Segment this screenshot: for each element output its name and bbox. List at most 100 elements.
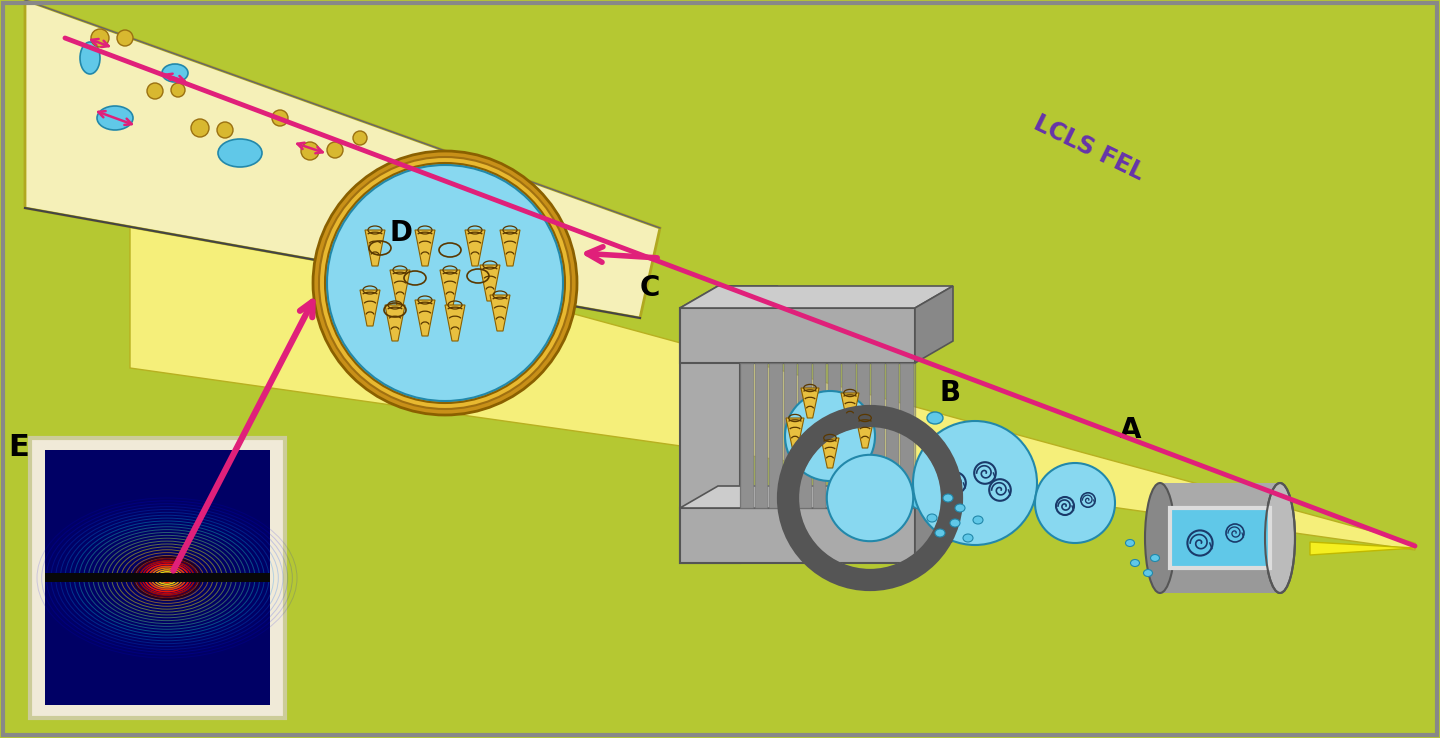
Bar bbox=[842, 363, 854, 508]
Ellipse shape bbox=[327, 165, 563, 401]
Polygon shape bbox=[465, 230, 485, 266]
Ellipse shape bbox=[935, 529, 945, 537]
Polygon shape bbox=[415, 230, 435, 266]
Ellipse shape bbox=[312, 151, 577, 415]
Bar bbox=[769, 363, 782, 508]
Ellipse shape bbox=[327, 142, 343, 158]
Polygon shape bbox=[24, 0, 660, 318]
Ellipse shape bbox=[217, 122, 233, 138]
Bar bbox=[740, 363, 753, 508]
Polygon shape bbox=[360, 290, 380, 326]
Ellipse shape bbox=[955, 504, 965, 512]
Polygon shape bbox=[801, 388, 819, 418]
Ellipse shape bbox=[952, 432, 968, 444]
Polygon shape bbox=[821, 438, 840, 468]
Bar bbox=[886, 363, 899, 508]
Ellipse shape bbox=[161, 64, 189, 82]
Text: D: D bbox=[390, 219, 413, 247]
Bar bbox=[1161, 483, 1280, 538]
Bar bbox=[45, 450, 271, 705]
Ellipse shape bbox=[1145, 483, 1175, 593]
Ellipse shape bbox=[91, 29, 109, 47]
Polygon shape bbox=[680, 508, 914, 563]
Ellipse shape bbox=[171, 83, 184, 97]
Ellipse shape bbox=[827, 455, 913, 541]
Polygon shape bbox=[680, 308, 914, 363]
Polygon shape bbox=[441, 270, 459, 306]
Bar bbox=[1169, 508, 1270, 568]
Polygon shape bbox=[30, 438, 285, 718]
Bar bbox=[45, 573, 271, 582]
Ellipse shape bbox=[922, 447, 937, 459]
Polygon shape bbox=[384, 305, 405, 341]
Bar bbox=[798, 363, 811, 508]
Ellipse shape bbox=[960, 453, 971, 463]
Bar bbox=[755, 363, 768, 508]
Ellipse shape bbox=[217, 139, 262, 167]
Ellipse shape bbox=[320, 157, 572, 409]
Ellipse shape bbox=[920, 478, 930, 488]
Polygon shape bbox=[490, 295, 510, 331]
Ellipse shape bbox=[963, 534, 973, 542]
Polygon shape bbox=[130, 193, 1416, 550]
Ellipse shape bbox=[96, 106, 132, 130]
Polygon shape bbox=[500, 230, 520, 266]
Ellipse shape bbox=[325, 163, 564, 403]
Polygon shape bbox=[914, 486, 953, 563]
Text: LCLS FEL: LCLS FEL bbox=[1030, 111, 1148, 185]
Ellipse shape bbox=[897, 487, 913, 499]
Ellipse shape bbox=[927, 412, 943, 424]
Bar bbox=[871, 363, 884, 508]
Ellipse shape bbox=[973, 516, 984, 524]
Ellipse shape bbox=[913, 421, 1037, 545]
Text: E: E bbox=[9, 433, 29, 463]
Polygon shape bbox=[914, 286, 953, 363]
Ellipse shape bbox=[1126, 539, 1135, 547]
Ellipse shape bbox=[945, 443, 955, 453]
Ellipse shape bbox=[164, 576, 170, 581]
Bar bbox=[900, 363, 913, 508]
Polygon shape bbox=[364, 230, 384, 266]
Polygon shape bbox=[415, 300, 435, 336]
Ellipse shape bbox=[1130, 559, 1139, 567]
Ellipse shape bbox=[192, 119, 209, 137]
Polygon shape bbox=[480, 265, 500, 301]
Bar bbox=[857, 363, 870, 508]
Polygon shape bbox=[1310, 542, 1416, 555]
Text: C: C bbox=[639, 274, 661, 302]
Ellipse shape bbox=[1264, 483, 1295, 593]
Ellipse shape bbox=[301, 142, 320, 160]
Ellipse shape bbox=[160, 573, 174, 583]
Ellipse shape bbox=[1143, 570, 1152, 576]
Polygon shape bbox=[786, 418, 804, 448]
Ellipse shape bbox=[81, 42, 99, 74]
Polygon shape bbox=[841, 393, 860, 423]
Polygon shape bbox=[445, 305, 465, 341]
Ellipse shape bbox=[1035, 463, 1115, 543]
Polygon shape bbox=[680, 286, 953, 308]
Polygon shape bbox=[680, 486, 953, 508]
Polygon shape bbox=[680, 286, 778, 308]
Ellipse shape bbox=[950, 519, 960, 527]
Bar bbox=[740, 363, 914, 508]
Bar bbox=[1161, 538, 1280, 593]
Ellipse shape bbox=[927, 514, 937, 522]
Text: B: B bbox=[940, 379, 960, 407]
Bar bbox=[814, 363, 825, 508]
Ellipse shape bbox=[943, 494, 953, 502]
Polygon shape bbox=[390, 270, 410, 306]
Ellipse shape bbox=[1151, 554, 1159, 562]
Bar bbox=[828, 363, 840, 508]
Ellipse shape bbox=[353, 131, 367, 145]
Polygon shape bbox=[855, 418, 874, 448]
Ellipse shape bbox=[272, 110, 288, 126]
Bar bbox=[1169, 508, 1270, 568]
Bar bbox=[783, 363, 796, 508]
Ellipse shape bbox=[785, 391, 876, 481]
Ellipse shape bbox=[937, 467, 953, 479]
Ellipse shape bbox=[912, 497, 927, 509]
Text: A: A bbox=[1120, 416, 1142, 444]
Ellipse shape bbox=[117, 30, 132, 46]
Ellipse shape bbox=[147, 83, 163, 99]
Polygon shape bbox=[680, 308, 740, 563]
